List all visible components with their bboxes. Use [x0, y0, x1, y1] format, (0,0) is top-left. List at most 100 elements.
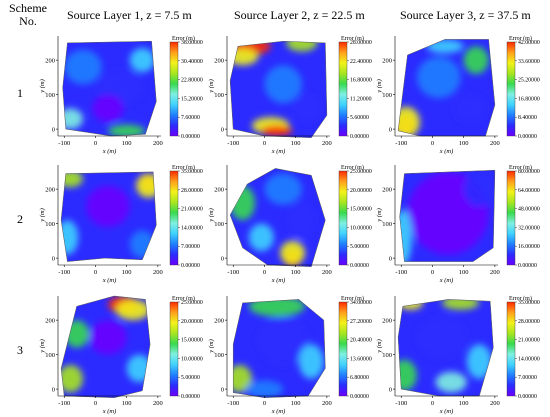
colorbar	[169, 301, 179, 397]
x-tick-label: 100	[459, 400, 469, 407]
colorbar-tick-label: 28.00000	[518, 319, 540, 325]
y-tick-label: 100	[214, 92, 224, 99]
heatmap-blob	[62, 108, 83, 130]
heatmap-blob	[264, 173, 302, 205]
heatmap-blob	[399, 209, 413, 262]
colorbar-title: Error (m)	[172, 164, 195, 171]
heatmap-blob	[286, 41, 318, 52]
colorbar-tick-label: 20.40000	[350, 338, 372, 344]
x-tick-label: 200	[322, 400, 332, 407]
y-tick-label: 100	[214, 352, 224, 359]
coverage-outline	[229, 168, 326, 267]
heatmap-blob	[289, 202, 315, 238]
colorbar-tick-label: 30.40000	[181, 59, 203, 65]
heatmap-blob	[107, 124, 146, 137]
colorbar-tick-label: 28.00000	[181, 188, 203, 194]
heatmap-field	[61, 296, 151, 398]
colorbar-tick-label: 5.00000	[350, 244, 369, 250]
colorbar-tick-label: 20.00000	[350, 188, 372, 194]
x-tick-label: 200	[322, 269, 332, 276]
x-tick-label: 200	[490, 400, 500, 407]
heatmap-field	[398, 39, 495, 136]
x-tick-label: -100	[227, 140, 239, 147]
colorbar-tick-label: 16.80000	[518, 96, 540, 102]
colorbar-tick-label: 15.20000	[181, 96, 203, 102]
colorbar	[506, 170, 516, 266]
heatmap-blob	[398, 106, 420, 136]
colorbar-tick-label: 10.00000	[181, 356, 203, 362]
heatmap-blobs	[399, 171, 495, 262]
x-tick-label: 200	[153, 140, 163, 147]
y-axis-label: y (m)	[376, 208, 383, 223]
colorbar-tick-label: 20.00000	[181, 319, 203, 325]
colorbar-tick-label: 0.00000	[181, 394, 200, 400]
colorbar-tick-label: 0.00000	[350, 134, 369, 140]
heatmap-blob	[64, 49, 102, 85]
y-tick-label: 200	[214, 317, 224, 324]
colorbar-tick-label: 21.00000	[518, 338, 540, 344]
heatmap-blob	[61, 364, 83, 393]
y-tick-label: 100	[45, 92, 55, 99]
x-tick-label: 100	[459, 140, 469, 147]
heatmap-blob	[86, 185, 130, 228]
colorbar-title: Error (m)	[509, 35, 532, 42]
heatmap-field	[62, 41, 157, 137]
colorbar-tick-label: 0.00000	[518, 134, 537, 140]
colorbar-tick-label: 10.00000	[350, 225, 372, 231]
colorbar-tick-label: 32.00000	[518, 225, 540, 231]
heatmap-blob	[441, 299, 480, 310]
y-tick-label: 0	[52, 386, 55, 393]
colorbar-tick-label: 0.00000	[350, 394, 369, 400]
heatmap-blob	[398, 359, 417, 391]
colorbar-tick-label: 22.80000	[181, 78, 203, 84]
x-axis-label: x (m)	[271, 277, 286, 284]
coverage-outline	[62, 40, 157, 137]
heatmap-blob	[416, 56, 461, 99]
heatmap-blob	[248, 299, 306, 317]
heatmap-blob	[61, 171, 83, 188]
heatmap-blob	[136, 173, 157, 198]
heatmap-blob	[298, 344, 324, 379]
y-tick-label: 200	[45, 186, 55, 193]
colorbar-tick-label: 13.60000	[350, 356, 372, 362]
x-axis-label: x (m)	[439, 277, 454, 284]
heatmap-field	[61, 171, 157, 262]
row-label-scheme-1: 1	[17, 86, 23, 100]
y-axis-label: y (m)	[376, 79, 383, 94]
heatmap-blob	[398, 299, 424, 310]
x-tick-label: 100	[291, 140, 301, 147]
row-label-scheme-3: 3	[17, 343, 23, 357]
heatmap-blob	[230, 185, 256, 221]
colorbar-tick-label: 0.00000	[518, 394, 537, 400]
x-axis-label: x (m)	[102, 277, 117, 284]
colorbar-tick-label: 21.00000	[181, 207, 203, 213]
heatmap-blob	[115, 299, 151, 321]
x-tick-label: 200	[490, 269, 500, 276]
y-tick-label: 200	[382, 186, 392, 193]
colorbar-tick-label: 11.20000	[350, 96, 372, 102]
x-tick-label: 200	[490, 140, 500, 147]
colorbar-tick-label: 35.00000	[518, 300, 540, 306]
colorbar-tick-label: 7.00000	[181, 244, 200, 250]
y-tick-label: 200	[382, 317, 392, 324]
colorbar-tick-label: 33.60000	[518, 59, 540, 65]
colorbar-tick-label: 25.00000	[350, 169, 372, 175]
colorbar-tick-label: 6.80000	[350, 375, 369, 381]
y-tick-label: 0	[52, 255, 55, 262]
colorbar-tick-label: 7.00000	[518, 375, 537, 381]
colorbar-tick-label: 35.00000	[181, 169, 203, 175]
colorbar	[169, 170, 179, 266]
y-axis-label: y (m)	[39, 208, 46, 223]
y-tick-label: 100	[214, 221, 224, 228]
x-tick-label: -100	[395, 140, 407, 147]
heatmap-blob	[89, 320, 127, 355]
colorbar-tick-label: 7.60000	[181, 115, 200, 121]
x-tick-label: 100	[291, 400, 301, 407]
y-tick-label: 0	[389, 126, 392, 133]
x-axis-label: x (m)	[439, 148, 454, 155]
colorbar-title: Error (m)	[172, 295, 195, 302]
